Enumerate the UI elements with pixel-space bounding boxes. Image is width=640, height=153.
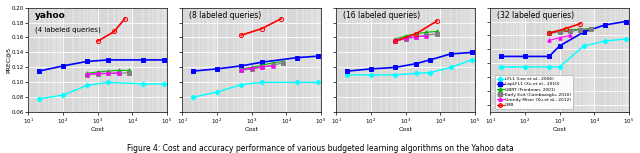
Y-axis label: PREC@5: PREC@5 [6,47,10,73]
Text: (8 labeled queries): (8 labeled queries) [189,11,262,20]
X-axis label: Cost: Cost [399,127,413,132]
Legend: LFL1 (Lee et al., 2006), LapLFL1 (Xu et al., 2010), GBRT (Friedman, 2001), Early: LFL1 (Lee et al., 2006), LapLFL1 (Xu et … [495,75,573,109]
Text: (32 labeled queries): (32 labeled queries) [497,11,574,20]
Text: (4 labeled queries): (4 labeled queries) [35,26,101,33]
X-axis label: Cost: Cost [552,127,566,132]
Text: Figure 4: Cost and accuracy performance of various budgeted learning algorithms : Figure 4: Cost and accuracy performance … [127,144,513,153]
X-axis label: Cost: Cost [91,127,105,132]
Text: yahoo: yahoo [35,11,66,20]
X-axis label: Cost: Cost [244,127,259,132]
Text: (16 labeled queries): (16 labeled queries) [343,11,420,20]
